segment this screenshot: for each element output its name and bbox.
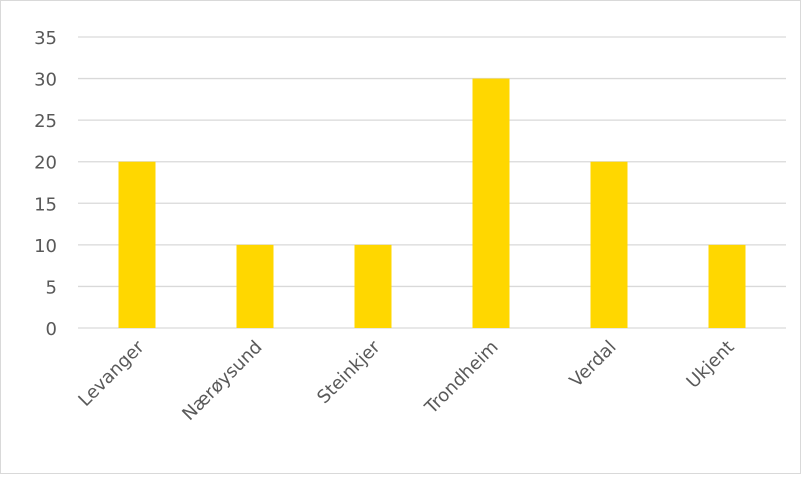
bar-levanger (118, 161, 156, 328)
y-tick-label: 20 (34, 153, 57, 174)
x-tick-label: Ukjent (683, 337, 739, 393)
y-tick-label: 5 (46, 277, 57, 298)
gridlines (78, 36, 786, 329)
y-tick-label: 25 (34, 111, 57, 132)
bar-ukjent (708, 244, 746, 328)
bar-nærøysund (236, 244, 274, 328)
y-tick-label: 0 (46, 319, 57, 340)
y-tick-label: 15 (34, 194, 57, 215)
y-tick-label: 35 (34, 28, 57, 49)
y-axis-ticks: 0 5 10 15 20 25 30 35 (34, 28, 57, 340)
bar-verdal (590, 161, 628, 328)
bar-steinkjer (354, 244, 392, 328)
x-tick-label: Steinkjer (313, 336, 385, 408)
y-tick-label: 10 (34, 236, 57, 257)
x-tick-label: Nærøysund (178, 337, 266, 425)
bars (118, 78, 746, 328)
bar-trondheim (472, 78, 510, 328)
x-tick-label: Verdal (566, 337, 621, 392)
x-tick-label: Levanger (74, 336, 149, 411)
x-tick-label: Trondheim (420, 337, 502, 419)
x-axis-labels: Levanger Nærøysund Steinkjer Trondheim Verda… (74, 336, 738, 425)
y-tick-label: 30 (34, 70, 57, 91)
